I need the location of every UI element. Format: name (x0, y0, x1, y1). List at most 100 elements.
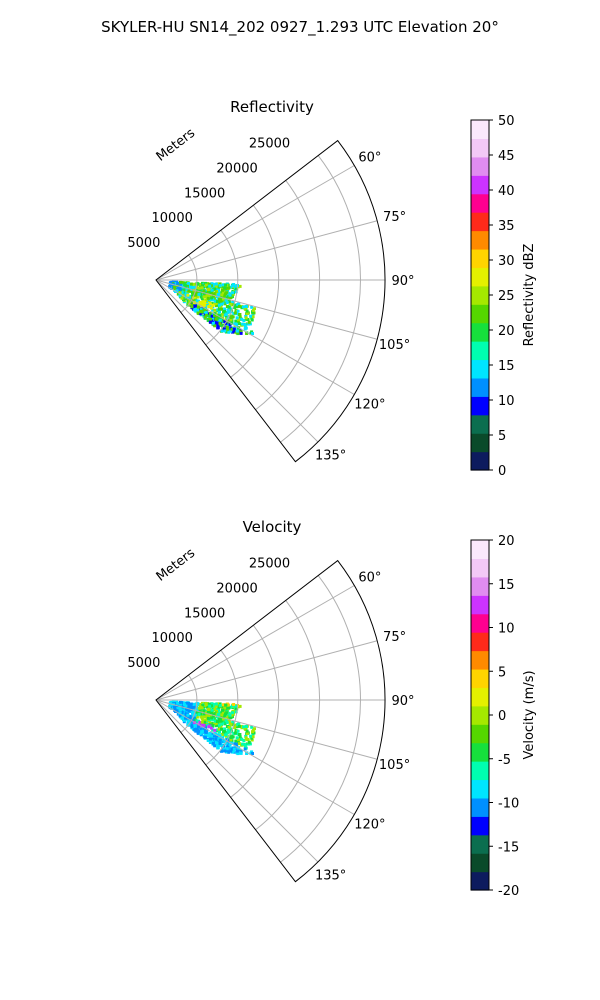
echo-cell (198, 720, 202, 724)
echo-cell (237, 724, 241, 728)
echo-cell (193, 293, 197, 297)
echo-cell (180, 296, 184, 300)
echo-cell (233, 708, 237, 712)
echo-cell (226, 286, 230, 290)
colorbar-swatch (471, 595, 489, 615)
echo-cell (238, 735, 242, 739)
echo-cell (215, 710, 218, 713)
echo-cell (197, 706, 201, 710)
echo-cell (202, 307, 206, 311)
echo-cell (236, 327, 240, 331)
echo-cell (187, 289, 191, 293)
echo-cell (216, 744, 220, 748)
echo-cell (233, 731, 237, 735)
echo-cell (199, 715, 203, 719)
echo-cell (208, 320, 212, 324)
echo-cell (226, 748, 230, 752)
echo-cell (247, 740, 251, 744)
echo-cell (224, 314, 228, 318)
echo-field (168, 280, 256, 336)
echo-cell (220, 732, 224, 736)
colorbar: 0 5 10 15 20 25 30 35 40 45 50 Reflectivity dBZ (470, 114, 537, 479)
echo-cell (245, 729, 249, 733)
echo-cell (243, 743, 247, 747)
colorbar-swatch (471, 705, 489, 725)
echo-cell (224, 283, 228, 287)
colorbar-tick-label: -20 (498, 884, 519, 899)
echo-cell (178, 714, 182, 718)
echo-cell (234, 303, 238, 307)
echo-cell (248, 742, 252, 746)
echo-cell (196, 731, 200, 735)
echo-cell (218, 299, 222, 303)
echo-cell (213, 320, 217, 324)
echo-cell (208, 294, 212, 298)
echo-cell (207, 734, 211, 738)
range-ring (230, 625, 280, 798)
colorbar-swatch (471, 632, 489, 652)
echo-cell (192, 724, 196, 728)
colorbar-tick-label: 15 (498, 578, 515, 593)
echo-cell (169, 283, 173, 287)
echo-cell (233, 288, 237, 292)
echo-cell (193, 728, 197, 731)
echo-cell (218, 738, 222, 742)
echo-cell (218, 734, 222, 738)
echo-cell (201, 704, 205, 708)
echo-cell (206, 303, 210, 307)
echo-cell (228, 293, 232, 297)
echo-cell (206, 293, 210, 297)
echo-cell (253, 307, 256, 311)
echo-cell (221, 297, 225, 301)
echo-cell (215, 315, 219, 319)
colorbar-tick-label: -10 (498, 797, 519, 812)
echo-cell (192, 282, 196, 286)
echo-cell (190, 303, 194, 307)
echo-cell (195, 303, 199, 307)
echo-cell (226, 328, 230, 332)
echo-cell (200, 297, 204, 301)
echo-cell (206, 286, 210, 290)
echo-cell (169, 703, 173, 707)
echo-cell (207, 707, 211, 711)
echo-cell (250, 725, 254, 729)
echo-cell (207, 314, 211, 318)
echo-cell (207, 287, 211, 291)
echo-cell (213, 733, 216, 737)
echo-cell (221, 711, 225, 715)
echo-cell (243, 324, 247, 328)
echo-cell (195, 291, 199, 294)
echo-cell (178, 291, 182, 295)
echo-cell (208, 704, 212, 708)
range-tick-label: 20000 (216, 581, 257, 596)
echo-cell (251, 752, 254, 755)
echo-cell (227, 300, 231, 304)
echo-cell (208, 284, 212, 288)
echo-cell (215, 720, 219, 723)
echo-cell (218, 284, 222, 288)
echo-cell (196, 308, 200, 312)
azimuth-tick-label: 105° (379, 338, 410, 353)
echo-cell (208, 710, 212, 714)
echo-cell (232, 747, 236, 751)
echo-cell (204, 282, 208, 285)
echo-cell (219, 743, 222, 747)
echo-cell (197, 712, 201, 716)
echo-cell (203, 735, 207, 739)
echo-cell (183, 283, 187, 287)
echo-cell (174, 282, 178, 286)
echo-cell (226, 308, 230, 312)
echo-cell (180, 716, 184, 720)
echo-cell (223, 749, 227, 753)
colorbar-swatch (471, 285, 489, 305)
echo-cell (217, 713, 221, 717)
colorbar-swatch (471, 816, 489, 836)
echo-cell (229, 736, 233, 739)
colorbar-swatch (471, 668, 489, 688)
echo-cell (235, 323, 238, 327)
echo-cell (195, 295, 199, 299)
echo-cell (226, 739, 230, 743)
range-tick-label: 15000 (184, 186, 225, 201)
echo-cell (178, 294, 182, 298)
echo-cell (235, 316, 239, 320)
